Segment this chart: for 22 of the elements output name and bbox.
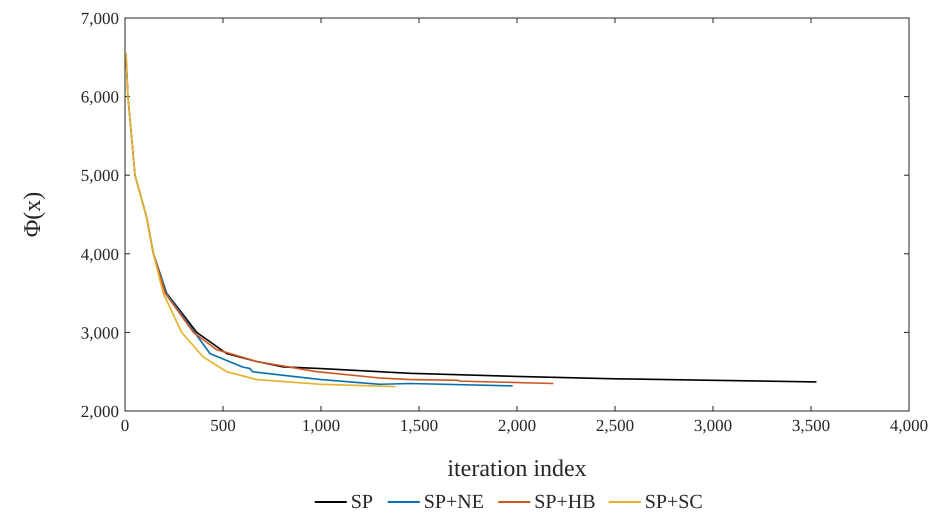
y-tick-label: 3,000 [80, 323, 119, 342]
y-tick-label: 7,000 [80, 9, 119, 28]
x-tick-label: 4,000 [890, 416, 928, 435]
y-tick-label: 4,000 [80, 244, 119, 264]
x-tick-label: 1,500 [400, 416, 438, 435]
x-tick-label: 2,500 [596, 416, 634, 435]
legend-label: SP+NE [424, 491, 484, 513]
y-axis-title: Φ(x) [20, 192, 46, 238]
legend-label: SP+HB [534, 491, 596, 513]
y-tick-label: 5,000 [80, 166, 119, 186]
x-tick-label: 3,000 [694, 416, 732, 435]
x-tick-label: 500 [210, 416, 236, 435]
y-tick-label: 6,000 [80, 88, 119, 107]
line-series [125, 52, 396, 388]
x-tick-label: 2,000 [498, 416, 536, 435]
x-tick-label: 3,500 [792, 416, 830, 435]
legend-label: SP+SC [644, 491, 703, 513]
x-axis-title: iteration index [447, 456, 587, 482]
legend-label: SP [350, 491, 373, 513]
x-tick-label: 1,000 [302, 416, 340, 435]
y-tick-label: 2,000 [80, 402, 119, 421]
x-tick-label: 0 [120, 416, 130, 435]
